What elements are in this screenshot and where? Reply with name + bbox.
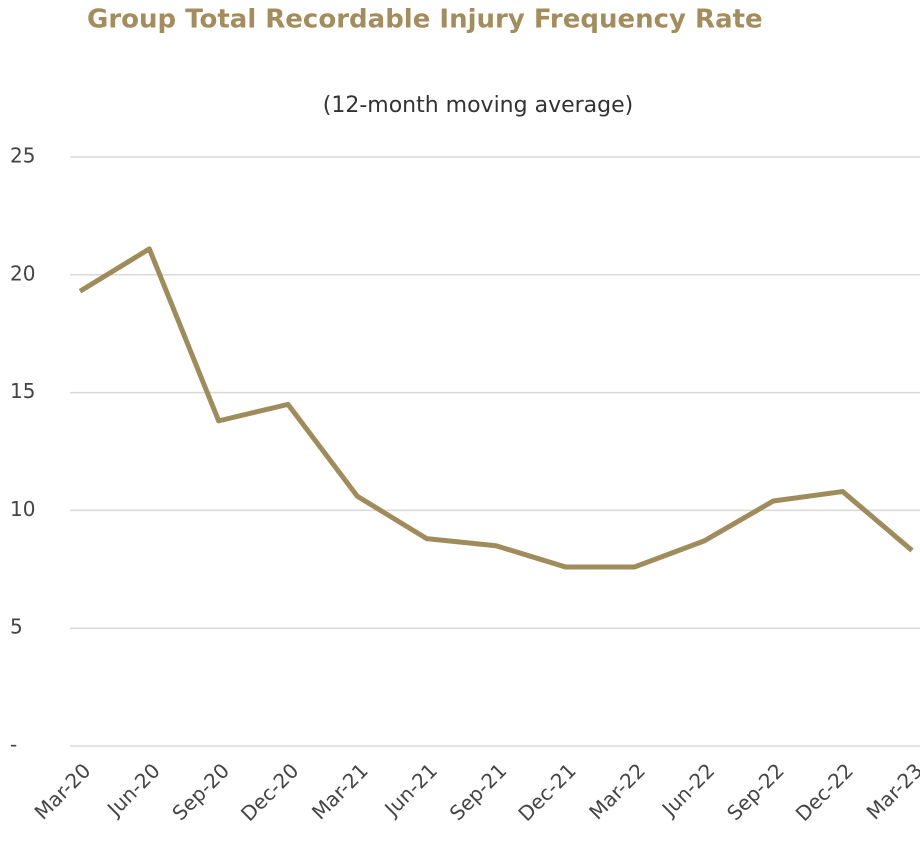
x-tick-label: Dec-20 bbox=[236, 758, 303, 825]
x-tick-label: Jun-20 bbox=[101, 758, 165, 822]
x-tick-label: Jun-22 bbox=[656, 758, 720, 822]
x-tick-label: Jun-21 bbox=[379, 758, 443, 822]
x-tick-label: Mar-23 bbox=[862, 758, 920, 824]
x-tick-label: Sep-20 bbox=[167, 758, 234, 825]
x-tick-label: Mar-20 bbox=[30, 758, 96, 824]
chart-subtitle: (12-month moving average) bbox=[323, 93, 633, 118]
y-tick-label: 20 bbox=[10, 261, 35, 285]
x-tick-label: Dec-22 bbox=[791, 758, 858, 825]
x-tick-label: Mar-22 bbox=[584, 758, 650, 824]
x-tick-label: Mar-21 bbox=[307, 758, 373, 824]
x-tick-label: Sep-21 bbox=[445, 758, 512, 825]
x-tick-label: Dec-21 bbox=[513, 758, 580, 825]
line-series bbox=[78, 246, 914, 570]
y-tick-label: 5 bbox=[10, 615, 23, 639]
y-tick-label: 15 bbox=[10, 379, 35, 403]
y-tick-label: - bbox=[10, 733, 17, 757]
x-tick-label: Sep-22 bbox=[722, 758, 789, 825]
chart-title: Group Total Recordable Injury Frequency … bbox=[87, 5, 763, 35]
y-tick-label: 10 bbox=[10, 497, 35, 521]
y-tick-label: 25 bbox=[10, 144, 35, 168]
